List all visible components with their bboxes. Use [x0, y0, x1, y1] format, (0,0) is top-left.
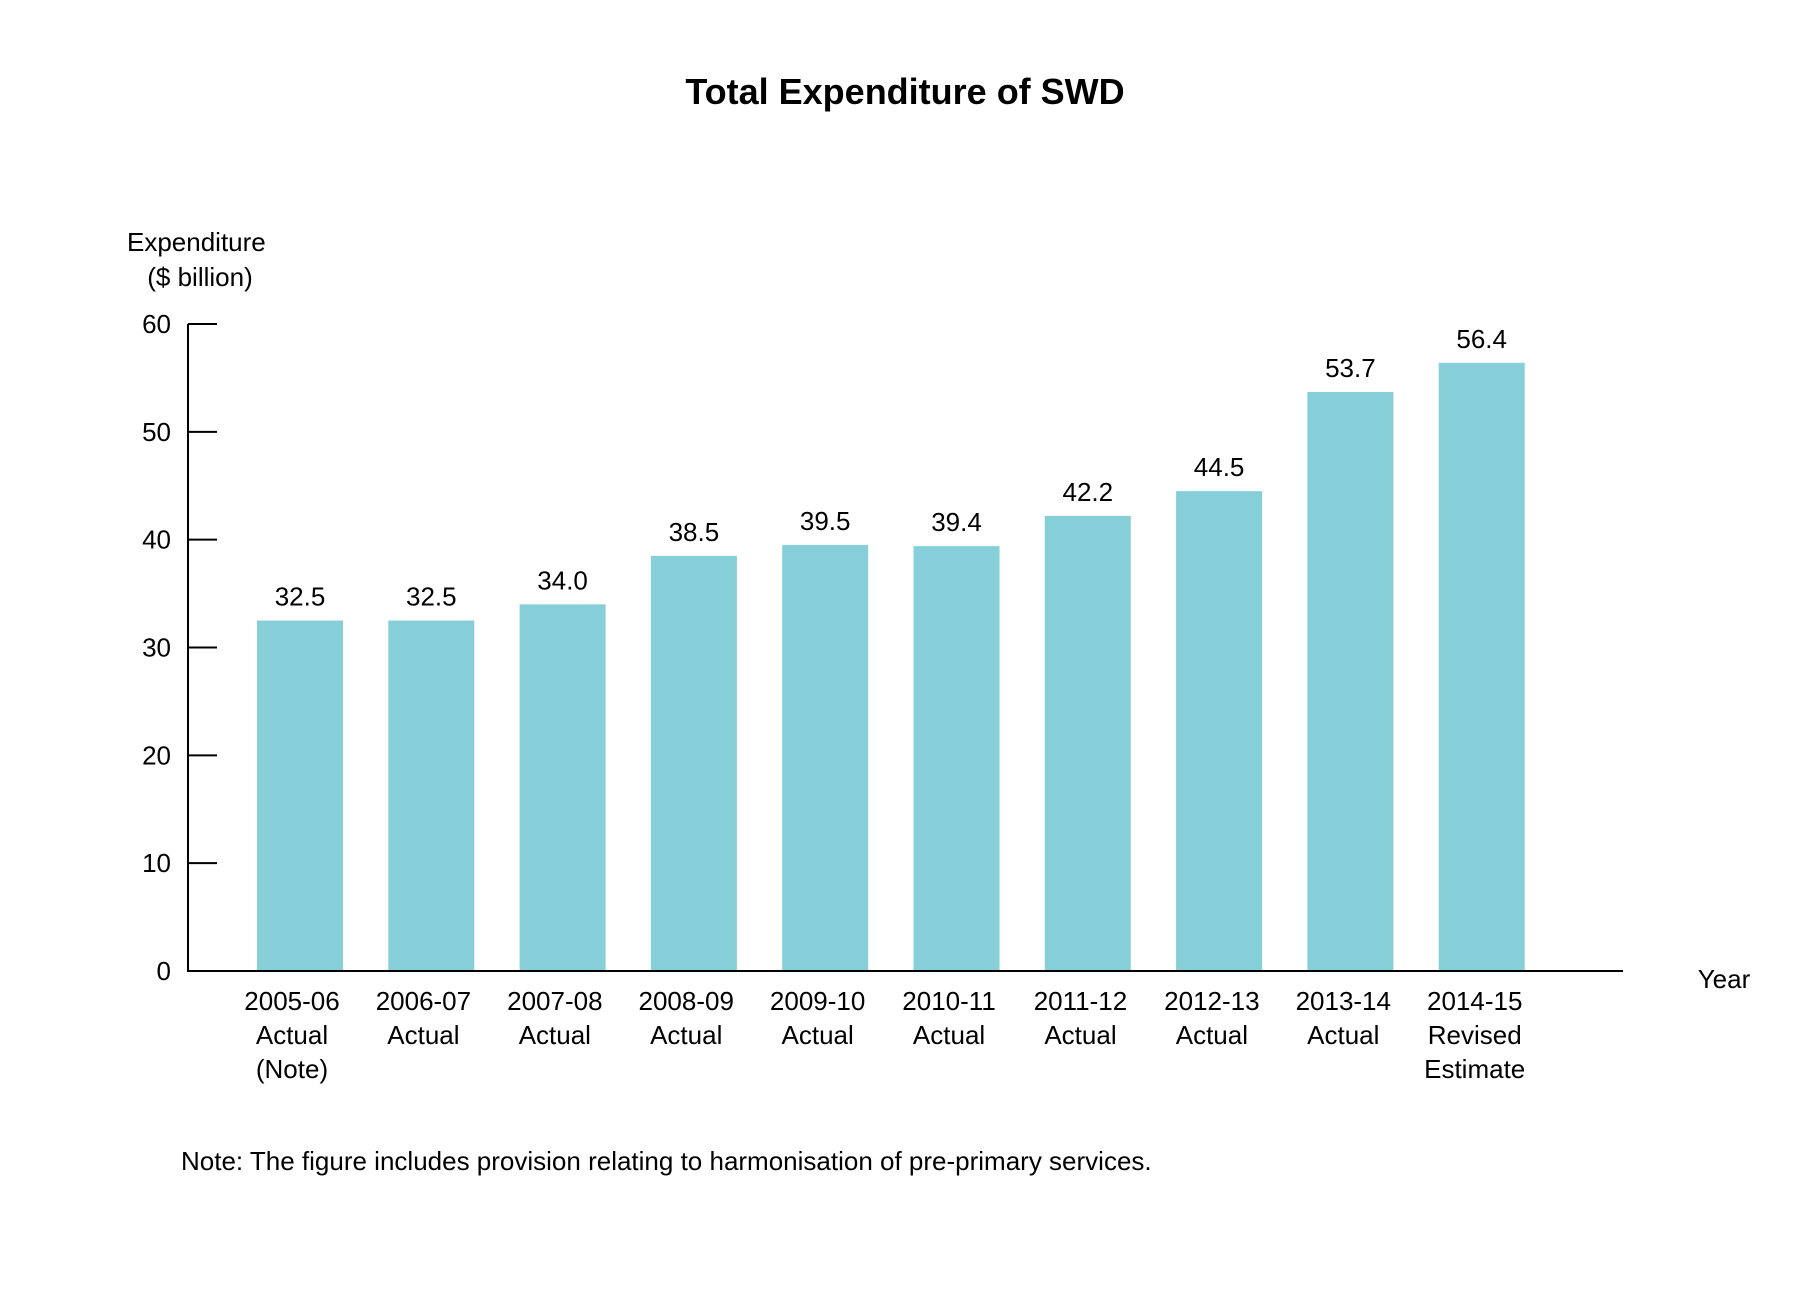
x-tick-label-line: Actual	[519, 1020, 591, 1050]
x-tick-label-line: Actual	[387, 1020, 459, 1050]
data-label: 39.4	[931, 507, 982, 537]
bar-2012-13	[1176, 491, 1263, 971]
y-tick-label: 40	[142, 525, 171, 555]
y-tick-label: 10	[142, 848, 171, 878]
x-tick-label-line: 2008-09	[639, 986, 734, 1016]
data-label: 44.5	[1194, 452, 1245, 482]
y-axis-ticks: 0 10 20 30 40 50 60	[142, 309, 217, 986]
x-tick-label-line: Actual	[1176, 1020, 1248, 1050]
data-label: 42.2	[1062, 477, 1113, 507]
x-tick-label-line: 2014-15	[1427, 986, 1522, 1016]
y-tick-label: 20	[142, 740, 171, 770]
bar-2013-14	[1307, 391, 1394, 971]
x-tick-label-line: Actual	[256, 1020, 328, 1050]
x-tick-label: 2006-07 Actual	[376, 986, 471, 1050]
x-tick-label-line: Actual	[650, 1020, 722, 1050]
x-tick-label: 2007-08 Actual	[507, 986, 602, 1050]
x-tick-label: 2009-10 Actual	[770, 986, 865, 1050]
bar-2005-06	[257, 620, 343, 971]
x-tick-label: 2012-13 Actual	[1164, 986, 1259, 1050]
x-tick-label-line: 2005-06	[244, 986, 339, 1016]
x-tick-label: 2014-15 Revised Estimate	[1424, 986, 1525, 1084]
bar-2010-11	[913, 546, 1000, 971]
data-label: 39.5	[800, 506, 851, 536]
y-tick-label: 30	[142, 633, 171, 663]
x-tick-label-line: 2009-10	[770, 986, 865, 1016]
data-label: 38.5	[669, 517, 720, 547]
data-label: 32.5	[275, 582, 326, 612]
bar-2014-15	[1438, 362, 1525, 971]
x-axis-category-labels: 2005-06 Actual (Note) 2006-07 Actual 2007-08 A…	[244, 986, 1525, 1084]
x-axis-label: Year	[1698, 964, 1751, 994]
x-tick-label-line: 2006-07	[376, 986, 471, 1016]
x-tick-label-line: (Note)	[256, 1054, 328, 1084]
bar-2011-12	[1044, 515, 1131, 971]
x-tick-label-line: 2011-12	[1034, 986, 1128, 1016]
chart-title: Total Expenditure of SWD	[685, 71, 1124, 112]
x-tick-label: 2011-12 Actual	[1034, 986, 1128, 1050]
data-label: 56.4	[1456, 324, 1507, 354]
x-tick-label-line: Actual	[782, 1020, 854, 1050]
x-tick-label-line: Revised	[1428, 1020, 1522, 1050]
data-label: 34.0	[537, 565, 588, 595]
data-labels: 32.5 32.5 34.0 38.5 39.5 39.4 42.2 44.5 53.7 56.4	[275, 324, 1507, 612]
bar-2008-09	[650, 555, 737, 971]
y-axis-label-line-1: Expenditure	[127, 227, 266, 257]
chart-note: Note: The figure includes provision rela…	[181, 1146, 1152, 1176]
x-tick-label: 2013-14 Actual	[1296, 986, 1391, 1050]
y-axis-label: Expenditure ($ billion)	[127, 227, 273, 292]
bar-2006-07	[388, 620, 475, 971]
data-label: 53.7	[1325, 353, 1376, 383]
x-tick-label-line: Estimate	[1424, 1054, 1525, 1084]
x-tick-label-line: 2012-13	[1164, 986, 1259, 1016]
x-tick-label-line: Actual	[913, 1020, 985, 1050]
bars	[257, 362, 1525, 971]
x-tick-label: 2005-06 Actual (Note)	[244, 986, 339, 1084]
x-tick-label-line: Actual	[1307, 1020, 1379, 1050]
bar-2009-10	[782, 545, 869, 971]
x-tick-label: 2008-09 Actual	[639, 986, 734, 1050]
data-label: 32.5	[406, 582, 457, 612]
y-tick-label: 0	[157, 956, 171, 986]
y-tick-label: 60	[142, 309, 171, 339]
x-tick-label-line: Actual	[1044, 1020, 1116, 1050]
x-tick-label-line: 2007-08	[507, 986, 602, 1016]
bar-2007-08	[519, 604, 606, 971]
x-tick-label: 2010-11 Actual	[902, 986, 996, 1050]
y-axis-label-line-2: ($ billion)	[147, 262, 253, 292]
x-tick-label-line: 2013-14	[1296, 986, 1391, 1016]
y-tick-label: 50	[142, 417, 171, 447]
x-tick-label-line: 2010-11	[902, 986, 996, 1016]
